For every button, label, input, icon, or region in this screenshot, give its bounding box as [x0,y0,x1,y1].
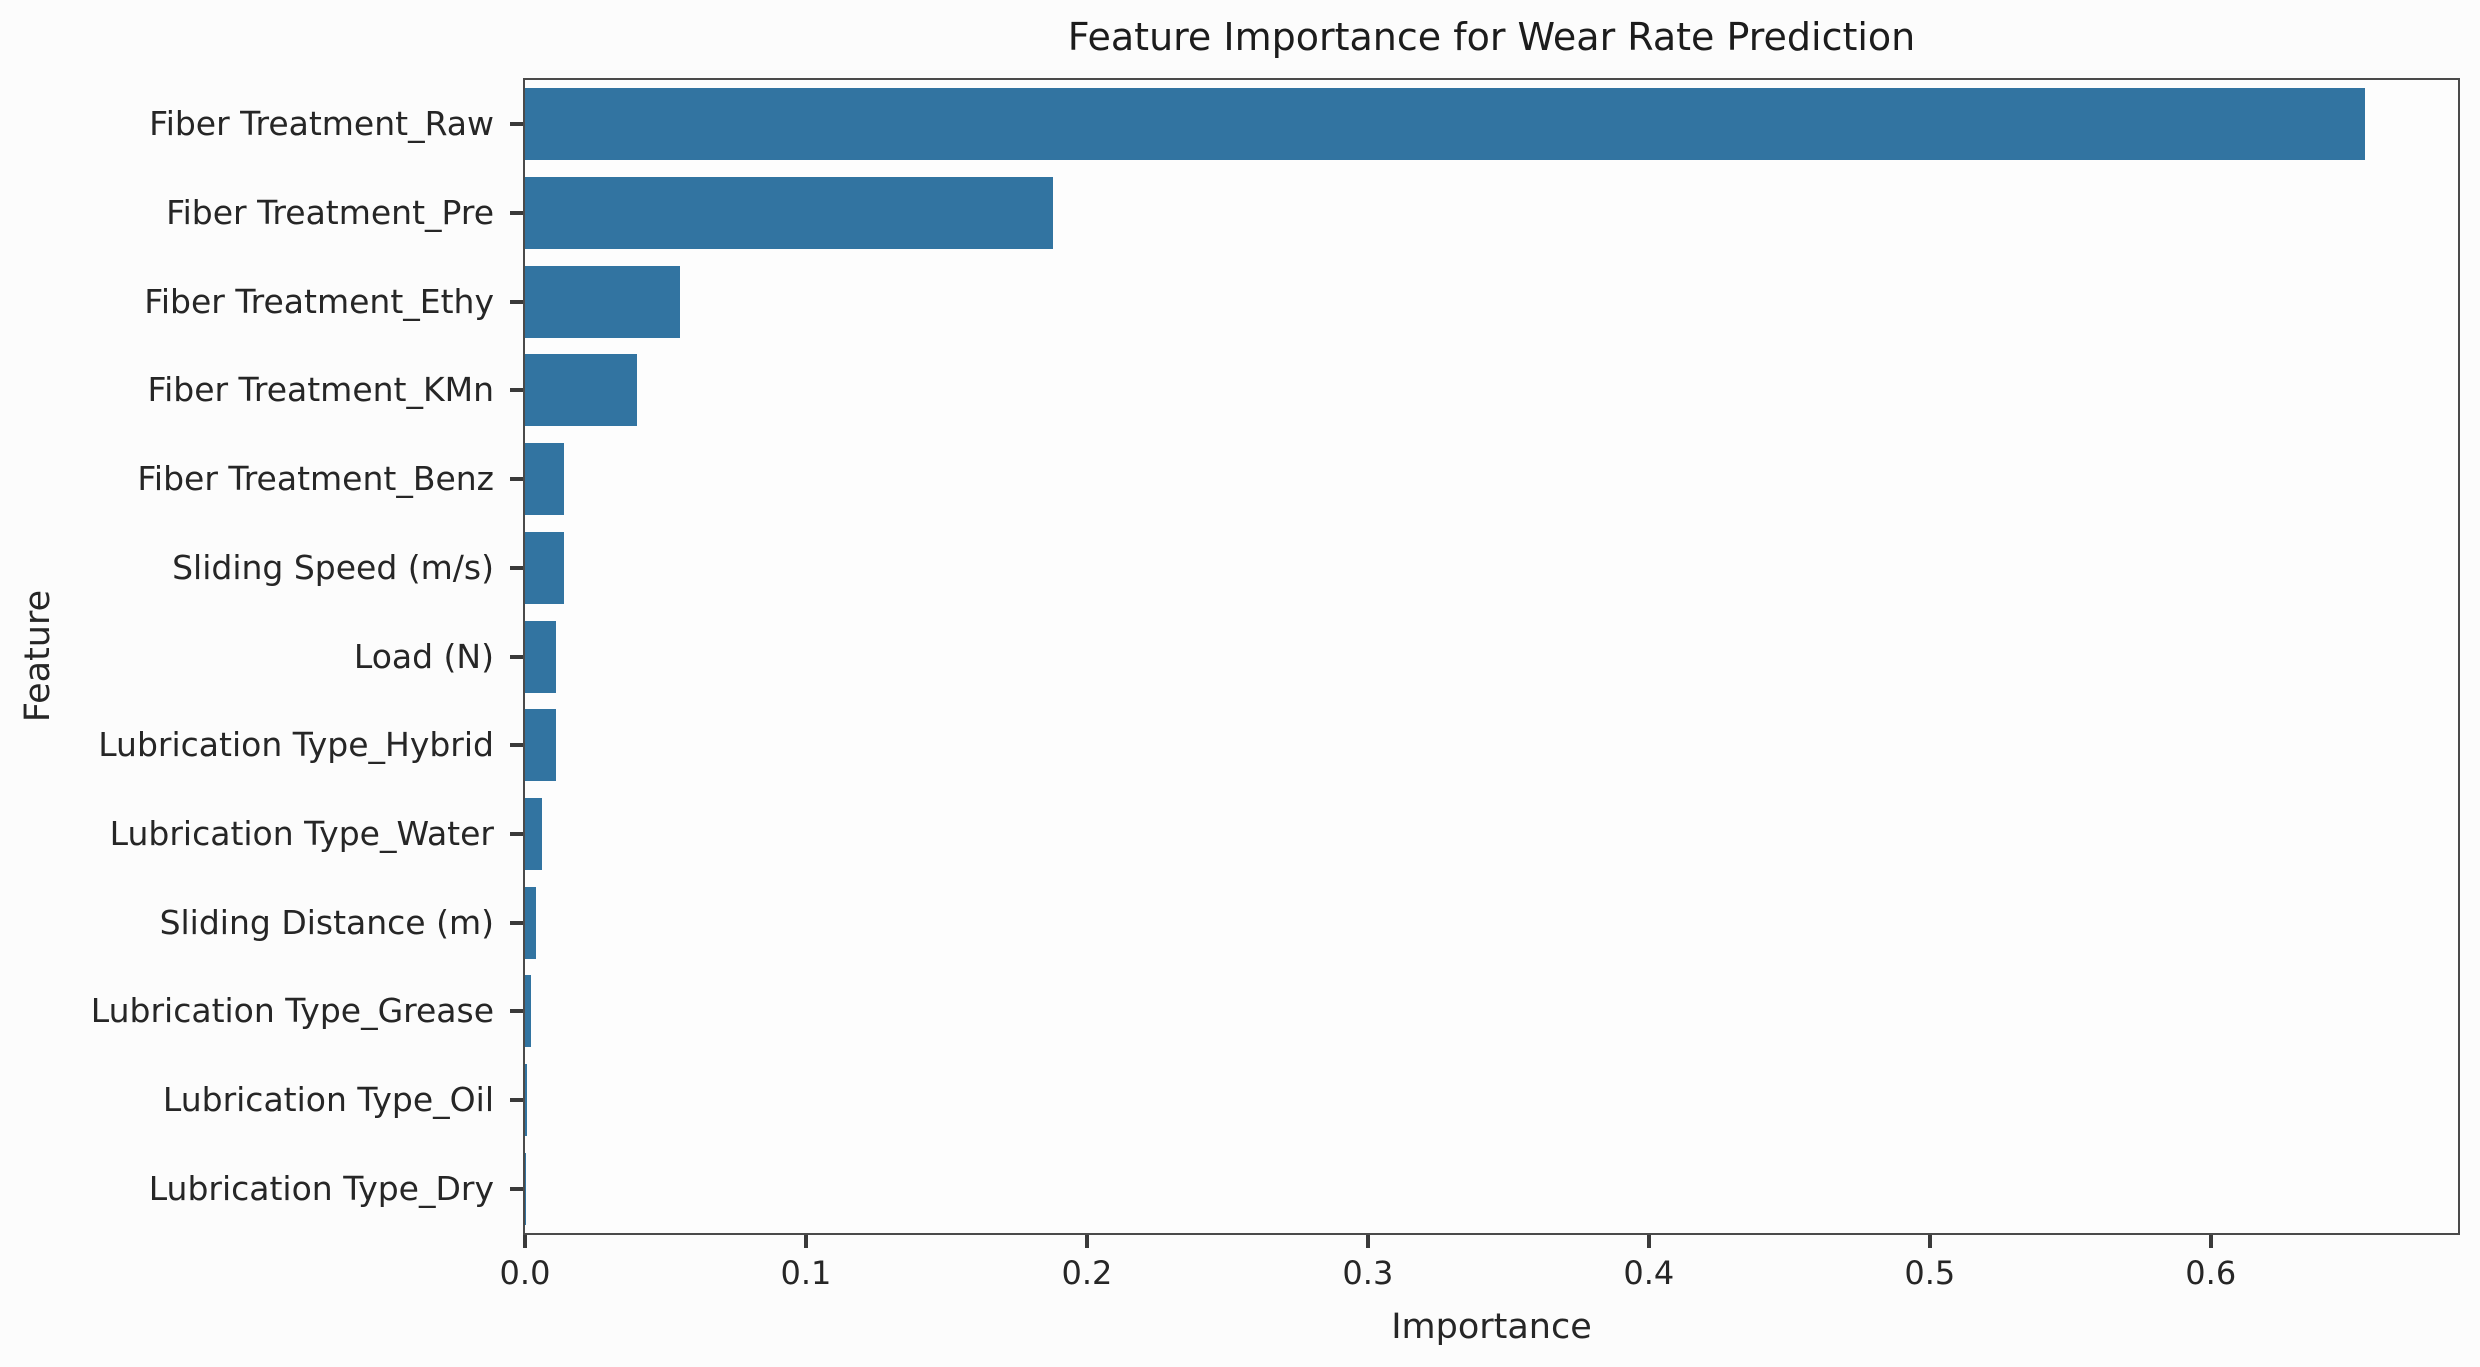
x-tick-mark [803,1235,808,1248]
y-tick-mark [510,565,523,570]
x-axis-label: Importance [1391,1307,1592,1347]
bar [525,620,556,693]
bar [525,975,531,1048]
bar [525,177,1054,250]
bar [525,709,556,782]
bar [525,265,680,338]
y-tick-label: Lubrication Type_Grease [90,991,494,1031]
x-tick-label: 0.2 [1061,1254,1113,1292]
bar [525,531,565,604]
bar [525,886,537,959]
y-tick-label: Lubrication Type_Hybrid [98,725,494,765]
x-tick-mark [1084,1235,1089,1248]
y-tick-mark [510,299,523,304]
x-tick-label: 0.1 [780,1254,832,1292]
y-tick-label: Lubrication Type_Dry [148,1168,494,1208]
x-tick-mark [1646,1235,1651,1248]
y-tick-label: Fiber Treatment_Benz [137,459,494,499]
y-tick-mark [510,477,523,482]
y-tick-mark [510,1009,523,1014]
y-tick-label: Fiber Treatment_Raw [149,104,494,144]
y-tick-mark [510,388,523,393]
y-tick-mark [510,1186,523,1191]
chart-title: Feature Importance for Wear Rate Predict… [1067,15,1916,59]
y-tick-mark [510,1097,523,1102]
y-tick-mark [510,920,523,925]
y-tick-label: Load (N) [353,636,494,676]
y-tick-mark [510,654,523,659]
x-tick-mark [1927,1235,1932,1248]
bar [525,1152,526,1225]
x-tick-label: 0.0 [499,1254,551,1292]
y-tick-mark [510,831,523,836]
x-tick-mark [523,1235,527,1248]
y-tick-label: Fiber Treatment_KMn [147,370,495,410]
bar [525,797,542,870]
y-tick-mark [510,211,523,216]
x-tick-mark [2208,1235,2213,1248]
y-tick-label: Fiber Treatment_Pre [166,193,494,233]
y-tick-mark [510,122,523,127]
x-tick-mark [1365,1235,1370,1248]
x-tick-label: 0.3 [1342,1254,1394,1292]
y-tick-mark [510,743,523,748]
y-tick-label: Sliding Speed (m/s) [172,547,494,587]
y-tick-label: Fiber Treatment_Ethy [144,281,494,321]
bar [525,354,638,427]
x-tick-label: 0.4 [1623,1254,1675,1292]
x-tick-label: 0.6 [2185,1254,2237,1292]
y-tick-label: Sliding Distance (m) [159,902,494,942]
bar [525,1063,528,1136]
bar [525,88,2366,161]
y-tick-label: Lubrication Type_Oil [162,1079,494,1119]
y-tick-label: Lubrication Type_Water [109,813,494,853]
bar [525,443,565,516]
x-tick-label: 0.5 [1904,1254,1956,1292]
plot-area [523,78,2460,1235]
